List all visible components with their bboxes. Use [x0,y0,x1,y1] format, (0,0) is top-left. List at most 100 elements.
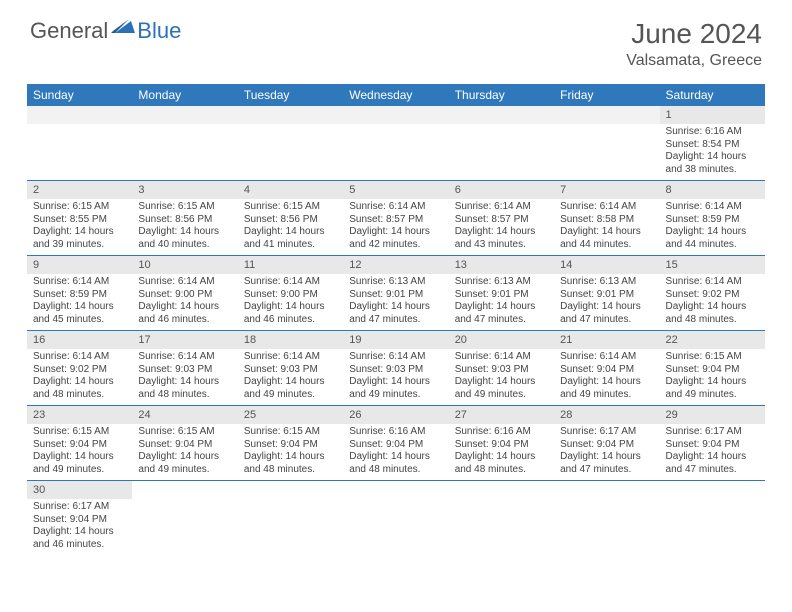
daylight-line: Daylight: 14 hours and 42 minutes. [349,226,442,251]
sunrise-line: Sunrise: 6:14 AM [33,351,126,364]
sunset-line: Sunset: 9:04 PM [138,439,231,452]
calendar-cell: 20Sunrise: 6:14 AMSunset: 9:03 PMDayligh… [449,331,554,406]
weekday-header: Saturday [660,84,765,106]
calendar-row: 16Sunrise: 6:14 AMSunset: 9:02 PMDayligh… [27,331,765,406]
sunset-line: Sunset: 9:00 PM [138,289,231,302]
sunrise-line: Sunrise: 6:13 AM [455,276,548,289]
calendar-cell: 9Sunrise: 6:14 AMSunset: 8:59 PMDaylight… [27,256,132,331]
sunrise-line: Sunrise: 6:13 AM [349,276,442,289]
sunset-line: Sunset: 9:04 PM [560,364,653,377]
calendar-cell [238,481,343,556]
calendar-cell [238,106,343,181]
day-number: 15 [660,256,765,274]
header: General Blue June 2024 Valsamata, Greece [0,0,792,76]
calendar-cell [660,481,765,556]
daylight-line: Daylight: 14 hours and 47 minutes. [560,451,653,476]
calendar-cell: 7Sunrise: 6:14 AMSunset: 8:58 PMDaylight… [554,181,659,256]
sunrise-line: Sunrise: 6:15 AM [666,351,759,364]
day-number: 3 [132,181,237,199]
calendar-cell: 11Sunrise: 6:14 AMSunset: 9:00 PMDayligh… [238,256,343,331]
title-block: June 2024 Valsamata, Greece [626,18,762,70]
cell-body: Sunrise: 6:16 AMSunset: 9:04 PMDaylight:… [449,424,554,480]
calendar-cell [449,481,554,556]
calendar-cell [554,481,659,556]
day-number: 29 [660,406,765,424]
sunset-line: Sunset: 8:56 PM [244,214,337,227]
page-title: June 2024 [626,18,762,50]
day-number: 13 [449,256,554,274]
day-number: 21 [554,331,659,349]
sunrise-line: Sunrise: 6:14 AM [244,276,337,289]
daylight-line: Daylight: 14 hours and 48 minutes. [33,376,126,401]
logo-text-general: General [30,18,108,44]
sunrise-line: Sunrise: 6:14 AM [138,276,231,289]
calendar-cell: 21Sunrise: 6:14 AMSunset: 9:04 PMDayligh… [554,331,659,406]
daylight-line: Daylight: 14 hours and 48 minutes. [455,451,548,476]
sunset-line: Sunset: 9:04 PM [560,439,653,452]
daynum-blank [449,106,554,124]
daylight-line: Daylight: 14 hours and 46 minutes. [244,301,337,326]
sunrise-line: Sunrise: 6:13 AM [560,276,653,289]
sunset-line: Sunset: 9:04 PM [33,514,126,527]
cell-body: Sunrise: 6:16 AMSunset: 9:04 PMDaylight:… [343,424,448,480]
cell-body-empty [554,124,659,178]
calendar-cell: 16Sunrise: 6:14 AMSunset: 9:02 PMDayligh… [27,331,132,406]
day-number: 2 [27,181,132,199]
cell-body: Sunrise: 6:14 AMSunset: 8:57 PMDaylight:… [449,199,554,255]
cell-body-empty [449,124,554,178]
calendar-cell: 15Sunrise: 6:14 AMSunset: 9:02 PMDayligh… [660,256,765,331]
calendar-cell: 5Sunrise: 6:14 AMSunset: 8:57 PMDaylight… [343,181,448,256]
day-number: 14 [554,256,659,274]
cell-body: Sunrise: 6:15 AMSunset: 8:56 PMDaylight:… [132,199,237,255]
sunset-line: Sunset: 9:01 PM [455,289,548,302]
day-number: 27 [449,406,554,424]
calendar-cell [27,106,132,181]
sunrise-line: Sunrise: 6:14 AM [455,351,548,364]
daylight-line: Daylight: 14 hours and 47 minutes. [455,301,548,326]
sunset-line: Sunset: 9:02 PM [33,364,126,377]
logo-text-blue: Blue [137,18,181,44]
day-number: 5 [343,181,448,199]
calendar-cell [343,106,448,181]
calendar-header-row: SundayMondayTuesdayWednesdayThursdayFrid… [27,84,765,106]
sunrise-line: Sunrise: 6:15 AM [138,201,231,214]
sunrise-line: Sunrise: 6:14 AM [666,276,759,289]
day-number: 23 [27,406,132,424]
daylight-line: Daylight: 14 hours and 48 minutes. [666,301,759,326]
daylight-line: Daylight: 14 hours and 48 minutes. [244,451,337,476]
sunset-line: Sunset: 8:54 PM [666,139,759,152]
cell-body: Sunrise: 6:14 AMSunset: 9:02 PMDaylight:… [660,274,765,330]
cell-body: Sunrise: 6:14 AMSunset: 9:00 PMDaylight:… [132,274,237,330]
sunset-line: Sunset: 8:57 PM [349,214,442,227]
cell-body: Sunrise: 6:14 AMSunset: 9:00 PMDaylight:… [238,274,343,330]
cell-body: Sunrise: 6:14 AMSunset: 9:04 PMDaylight:… [554,349,659,405]
daylight-line: Daylight: 14 hours and 46 minutes. [138,301,231,326]
calendar-cell: 22Sunrise: 6:15 AMSunset: 9:04 PMDayligh… [660,331,765,406]
sunset-line: Sunset: 9:04 PM [666,364,759,377]
daylight-line: Daylight: 14 hours and 48 minutes. [138,376,231,401]
day-number: 19 [343,331,448,349]
day-number: 7 [554,181,659,199]
sunset-line: Sunset: 9:03 PM [244,364,337,377]
sunrise-line: Sunrise: 6:16 AM [349,426,442,439]
cell-body: Sunrise: 6:14 AMSunset: 9:03 PMDaylight:… [343,349,448,405]
daylight-line: Daylight: 14 hours and 43 minutes. [455,226,548,251]
sunset-line: Sunset: 9:04 PM [666,439,759,452]
daylight-line: Daylight: 14 hours and 41 minutes. [244,226,337,251]
sunset-line: Sunset: 9:04 PM [455,439,548,452]
sunset-line: Sunset: 9:01 PM [560,289,653,302]
cell-body-empty [27,124,132,178]
daylight-line: Daylight: 14 hours and 45 minutes. [33,301,126,326]
calendar-cell: 25Sunrise: 6:15 AMSunset: 9:04 PMDayligh… [238,406,343,481]
calendar-row: 1Sunrise: 6:16 AMSunset: 8:54 PMDaylight… [27,106,765,181]
sunset-line: Sunset: 9:04 PM [244,439,337,452]
cell-body: Sunrise: 6:14 AMSunset: 8:57 PMDaylight:… [343,199,448,255]
calendar-cell: 8Sunrise: 6:14 AMSunset: 8:59 PMDaylight… [660,181,765,256]
calendar-cell: 26Sunrise: 6:16 AMSunset: 9:04 PMDayligh… [343,406,448,481]
sunrise-line: Sunrise: 6:14 AM [138,351,231,364]
daynum-blank [132,106,237,124]
calendar-table: SundayMondayTuesdayWednesdayThursdayFrid… [27,84,765,555]
sunrise-line: Sunrise: 6:15 AM [33,426,126,439]
daynum-blank [238,106,343,124]
daynum-blank [554,106,659,124]
